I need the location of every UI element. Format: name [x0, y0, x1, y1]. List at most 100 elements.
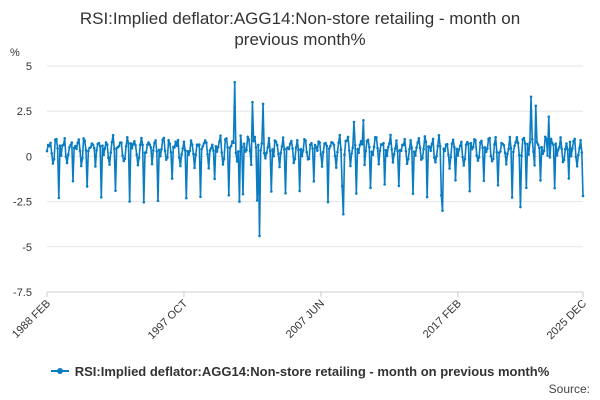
data-point[interactable] [425, 195, 429, 199]
data-point[interactable] [448, 167, 451, 170]
data-point[interactable] [187, 153, 190, 156]
data-point[interactable] [157, 148, 161, 152]
data-point[interactable] [274, 140, 278, 144]
data-point[interactable] [229, 144, 233, 148]
data-point[interactable] [547, 115, 551, 118]
data-point[interactable] [168, 142, 172, 146]
data-point[interactable] [255, 199, 259, 202]
data-point[interactable] [540, 145, 543, 149]
data-point[interactable] [62, 143, 65, 147]
data-point[interactable] [405, 162, 409, 166]
data-point[interactable] [455, 147, 458, 151]
data-point[interactable] [551, 141, 554, 145]
data-point[interactable] [388, 142, 391, 145]
data-point[interactable] [526, 142, 529, 146]
data-point[interactable] [494, 136, 497, 139]
data-point[interactable] [538, 146, 541, 150]
data-point[interactable] [535, 141, 539, 144]
data-point[interactable] [477, 155, 481, 159]
data-point[interactable] [147, 141, 150, 144]
data-point[interactable] [416, 141, 420, 144]
data-point[interactable] [554, 142, 558, 145]
data-point[interactable] [298, 189, 301, 193]
data-point[interactable] [65, 161, 69, 165]
data-point[interactable] [581, 194, 585, 198]
data-point[interactable] [353, 143, 357, 147]
data-point[interactable] [270, 190, 273, 193]
data-point[interactable] [155, 150, 159, 153]
data-point[interactable] [580, 151, 584, 154]
data-point[interactable] [222, 157, 226, 161]
data-point[interactable] [349, 164, 352, 168]
data-point[interactable] [385, 154, 389, 158]
data-point[interactable] [128, 200, 131, 203]
data-point[interactable] [404, 149, 408, 153]
data-point[interactable] [279, 151, 283, 155]
data-point[interactable] [515, 135, 519, 139]
data-point[interactable] [562, 158, 566, 162]
data-point[interactable] [247, 138, 251, 141]
data-point[interactable] [579, 138, 582, 142]
data-point[interactable] [454, 179, 457, 182]
data-point[interactable] [281, 136, 285, 139]
data-point[interactable] [316, 149, 319, 152]
data-point[interactable] [453, 145, 456, 149]
data-point[interactable] [278, 165, 281, 169]
data-point[interactable] [424, 140, 428, 144]
data-point[interactable] [135, 153, 139, 156]
data-point[interactable] [442, 147, 445, 151]
data-point[interactable] [409, 138, 412, 142]
series-line[interactable] [46, 81, 584, 237]
data-point[interactable] [389, 133, 392, 137]
data-point[interactable] [503, 151, 507, 155]
data-point[interactable] [166, 156, 169, 159]
data-point[interactable] [327, 147, 331, 150]
data-point[interactable] [301, 149, 305, 152]
data-point[interactable] [307, 157, 311, 161]
data-point[interactable] [179, 164, 182, 168]
data-point[interactable] [159, 154, 162, 158]
data-point[interactable] [412, 150, 416, 154]
data-point[interactable] [314, 145, 318, 149]
data-point[interactable] [545, 137, 548, 141]
data-point[interactable] [260, 142, 264, 145]
data-point[interactable] [443, 149, 447, 153]
data-point[interactable] [272, 154, 275, 158]
data-point[interactable] [334, 166, 338, 169]
data-point[interactable] [362, 118, 365, 122]
data-point[interactable] [95, 149, 98, 152]
data-point[interactable] [423, 135, 427, 138]
data-point[interactable] [311, 147, 314, 150]
data-point[interactable] [574, 155, 578, 159]
data-point[interactable] [55, 137, 58, 141]
data-point[interactable] [177, 156, 181, 159]
data-point[interactable] [160, 148, 163, 151]
data-point[interactable] [123, 157, 127, 160]
data-point[interactable] [541, 152, 545, 156]
data-point[interactable] [493, 142, 496, 146]
data-point[interactable] [467, 142, 470, 146]
data-point[interactable] [266, 146, 270, 149]
data-point[interactable] [72, 146, 76, 150]
data-point[interactable] [235, 160, 239, 163]
data-point[interactable] [239, 134, 242, 137]
data-point[interactable] [245, 148, 248, 152]
data-point[interactable] [74, 144, 77, 148]
data-point[interactable] [236, 150, 240, 153]
data-point[interactable] [532, 150, 535, 154]
data-point[interactable] [370, 150, 373, 154]
data-point[interactable] [529, 95, 533, 99]
data-point[interactable] [567, 177, 571, 180]
data-point[interactable] [523, 142, 527, 145]
data-point[interactable] [293, 157, 297, 161]
data-point[interactable] [318, 141, 322, 144]
data-point[interactable] [192, 152, 195, 156]
data-point[interactable] [519, 205, 522, 209]
data-point[interactable] [59, 154, 63, 157]
data-point[interactable] [475, 154, 479, 157]
data-point[interactable] [441, 209, 444, 212]
data-point[interactable] [182, 140, 186, 143]
data-point[interactable] [536, 143, 540, 146]
data-point[interactable] [257, 143, 260, 147]
data-point[interactable] [227, 193, 231, 197]
